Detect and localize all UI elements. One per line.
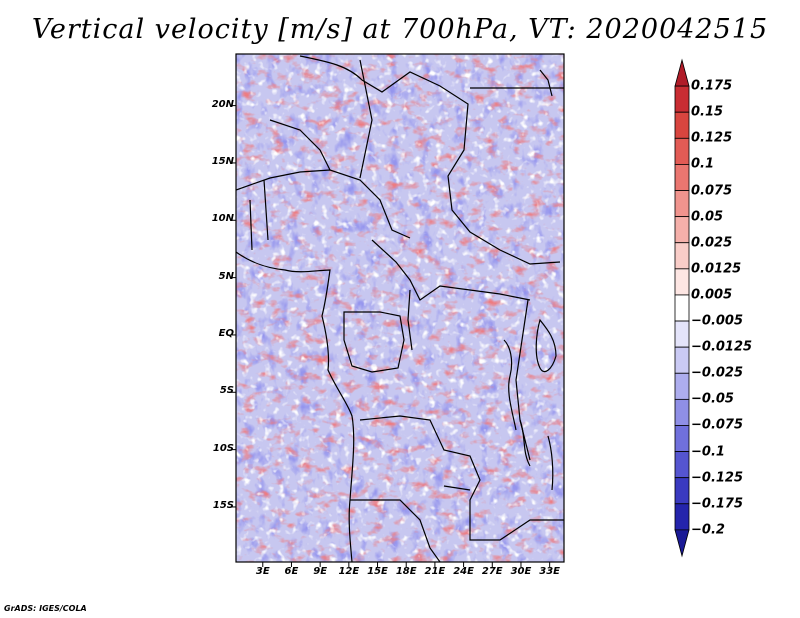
colorbar-label: 0.125 — [691, 130, 733, 146]
colorbar-segment — [674, 85, 690, 113]
colorbar-segment — [674, 346, 690, 374]
colorbar-label: −0.005 — [691, 313, 744, 329]
footer-credit: GrADS: IGES/COLA — [4, 604, 87, 613]
colorbar-segment — [674, 503, 690, 531]
lat-ticks — [231, 105, 236, 508]
colorbar-label: 0.175 — [691, 78, 733, 94]
colorbar-segment — [674, 425, 690, 452]
lon-label: 21E — [424, 566, 446, 577]
map-frame — [235, 53, 565, 563]
colorbar-segment — [674, 320, 690, 348]
colorbar-segment — [674, 111, 690, 139]
colorbar-segment — [674, 451, 690, 479]
lat-label: 10S — [212, 442, 234, 454]
colorbar-label: 0.0125 — [691, 261, 742, 277]
lat-label: 10N — [211, 213, 234, 225]
colorbar-label: −0.05 — [691, 391, 734, 407]
lon-label: 9E — [313, 566, 328, 577]
colorbar-segment — [674, 190, 690, 218]
lat-label: 20N — [211, 98, 234, 110]
lon-ticks — [262, 562, 551, 567]
colorbar-label: −0.1 — [691, 444, 725, 460]
colorbar-label: 0.1 — [691, 156, 715, 172]
colorbar-label: −0.175 — [691, 496, 744, 512]
colorbar-segment — [674, 242, 690, 270]
colorbar-label: −0.125 — [691, 470, 744, 486]
lon-label: 30E — [510, 566, 532, 577]
colorbar-segment — [674, 137, 690, 165]
colorbar-label: −0.2 — [691, 522, 725, 538]
lat-label: 5N — [218, 270, 234, 282]
colorbar-label: 0.025 — [691, 235, 733, 251]
country-borders — [236, 55, 564, 562]
velocity-field — [236, 54, 564, 562]
colorbar-label: −0.0125 — [691, 339, 753, 355]
colorbar — [674, 58, 690, 558]
lat-label: 15N — [211, 155, 234, 167]
colorbar-segment — [674, 216, 690, 244]
lon-label: 15E — [367, 566, 388, 577]
colorbar-segment — [674, 164, 690, 191]
colorbar-label: 0.05 — [691, 209, 724, 225]
colorbar-label: 0.005 — [691, 287, 733, 303]
lon-label: 18E — [395, 566, 417, 577]
lon-label: 33E — [539, 566, 561, 577]
lon-label: 3E — [255, 566, 270, 577]
lon-label: 6E — [284, 566, 299, 577]
colorbar-label: −0.025 — [691, 365, 744, 381]
chart-title: Vertical velocity [m/s] at 700hPa, VT: 2… — [31, 14, 769, 45]
colorbar-segment — [674, 529, 690, 558]
lat-label: 15S — [212, 499, 234, 511]
lat-label: EQ — [218, 327, 234, 339]
lon-label: 24E — [453, 566, 474, 577]
colorbar-segment — [674, 58, 690, 87]
colorbar-segment — [674, 477, 690, 505]
colorbar-segment — [674, 294, 690, 322]
colorbar-label: −0.075 — [691, 417, 744, 433]
colorbar-segment — [674, 268, 690, 296]
lon-label: 27E — [481, 566, 503, 577]
colorbar-label: 0.075 — [691, 183, 733, 199]
colorbar-segment — [674, 372, 690, 400]
lon-label: 12E — [338, 566, 360, 577]
lat-label: 5S — [219, 385, 234, 397]
colorbar-label: 0.15 — [691, 104, 724, 120]
colorbar-segment — [674, 398, 690, 426]
